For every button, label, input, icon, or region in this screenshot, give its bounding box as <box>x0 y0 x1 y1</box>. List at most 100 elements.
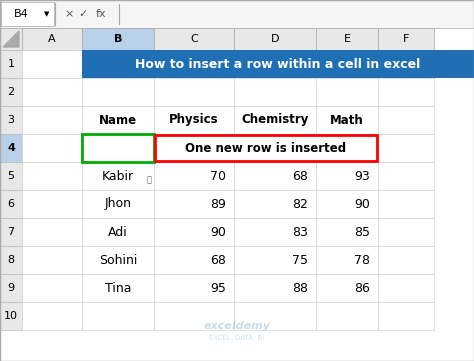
Bar <box>316 162 378 190</box>
Bar <box>82 50 474 78</box>
Bar <box>0 50 22 78</box>
Bar <box>234 302 316 330</box>
Bar <box>154 134 234 162</box>
Text: 10: 10 <box>4 311 18 321</box>
Text: 90: 90 <box>354 197 370 210</box>
Bar <box>378 78 434 106</box>
Text: 3: 3 <box>8 115 15 125</box>
Bar <box>0 78 22 106</box>
Bar <box>82 302 154 330</box>
Text: fx: fx <box>96 9 106 19</box>
Bar <box>82 50 154 78</box>
Bar <box>0 246 22 274</box>
Bar <box>155 135 377 161</box>
Bar <box>316 106 378 134</box>
Bar <box>154 246 234 274</box>
Text: 1: 1 <box>8 59 15 69</box>
Text: ✓: ✓ <box>78 9 88 19</box>
Bar <box>82 274 154 302</box>
Bar <box>234 134 316 162</box>
Bar <box>234 50 316 78</box>
Bar <box>0 274 22 302</box>
Text: Sohini: Sohini <box>99 253 137 266</box>
Bar <box>1 2 54 26</box>
Bar <box>22 162 82 190</box>
Text: D: D <box>271 34 279 44</box>
Text: Tina: Tina <box>105 282 131 295</box>
Bar <box>22 302 82 330</box>
Text: B4: B4 <box>14 9 29 19</box>
Bar <box>234 162 316 190</box>
Text: Chemistry: Chemistry <box>241 113 309 126</box>
Bar <box>0 106 22 134</box>
Text: 2: 2 <box>8 87 15 97</box>
Bar <box>22 78 82 106</box>
Bar <box>378 218 434 246</box>
Bar <box>22 134 82 162</box>
Bar <box>82 134 154 162</box>
Text: EXCEL  DATA  BI: EXCEL DATA BI <box>210 335 264 341</box>
Text: F: F <box>403 34 409 44</box>
Bar <box>316 190 378 218</box>
Bar <box>82 218 154 246</box>
Text: 95: 95 <box>210 282 226 295</box>
Text: 68: 68 <box>292 170 308 183</box>
Text: Physics: Physics <box>169 113 219 126</box>
Text: 🖊: 🖊 <box>146 176 152 185</box>
Text: 90: 90 <box>210 226 226 239</box>
Text: 89: 89 <box>210 197 226 210</box>
Bar <box>22 190 82 218</box>
Bar <box>154 218 234 246</box>
Text: 5: 5 <box>8 171 15 181</box>
Bar <box>234 106 316 134</box>
Bar <box>82 78 154 106</box>
Text: 4: 4 <box>7 143 15 153</box>
Text: exceldemy: exceldemy <box>203 321 271 331</box>
Bar <box>316 134 378 162</box>
Bar <box>82 28 154 50</box>
Bar <box>316 28 378 50</box>
Text: ×: × <box>64 9 73 19</box>
Bar <box>378 246 434 274</box>
Bar <box>378 162 434 190</box>
Bar <box>378 134 434 162</box>
Bar <box>154 302 234 330</box>
Text: 83: 83 <box>292 226 308 239</box>
Text: 70: 70 <box>210 170 226 183</box>
Bar <box>234 28 316 50</box>
Bar <box>154 78 234 106</box>
Bar <box>22 218 82 246</box>
Bar <box>154 162 234 190</box>
Bar <box>154 190 234 218</box>
Bar <box>316 218 378 246</box>
Bar <box>0 28 22 50</box>
Bar <box>154 274 234 302</box>
Text: 88: 88 <box>292 282 308 295</box>
Bar <box>316 50 378 78</box>
Text: Adi: Adi <box>108 226 128 239</box>
Polygon shape <box>3 31 19 47</box>
Text: 78: 78 <box>354 253 370 266</box>
Text: 68: 68 <box>210 253 226 266</box>
Bar <box>0 162 22 190</box>
Text: E: E <box>344 34 350 44</box>
Bar <box>234 218 316 246</box>
Text: 75: 75 <box>292 253 308 266</box>
Bar <box>82 162 154 190</box>
Bar <box>378 28 434 50</box>
Bar <box>0 190 22 218</box>
Bar <box>316 302 378 330</box>
Text: 93: 93 <box>354 170 370 183</box>
Bar <box>154 106 234 134</box>
Text: B: B <box>114 34 122 44</box>
Text: 85: 85 <box>354 226 370 239</box>
Text: Math: Math <box>330 113 364 126</box>
Bar <box>154 28 234 50</box>
Bar <box>378 106 434 134</box>
Text: 82: 82 <box>292 197 308 210</box>
Bar <box>316 78 378 106</box>
Bar <box>154 50 234 78</box>
Bar <box>82 246 154 274</box>
Bar <box>0 0 474 28</box>
Bar <box>234 274 316 302</box>
